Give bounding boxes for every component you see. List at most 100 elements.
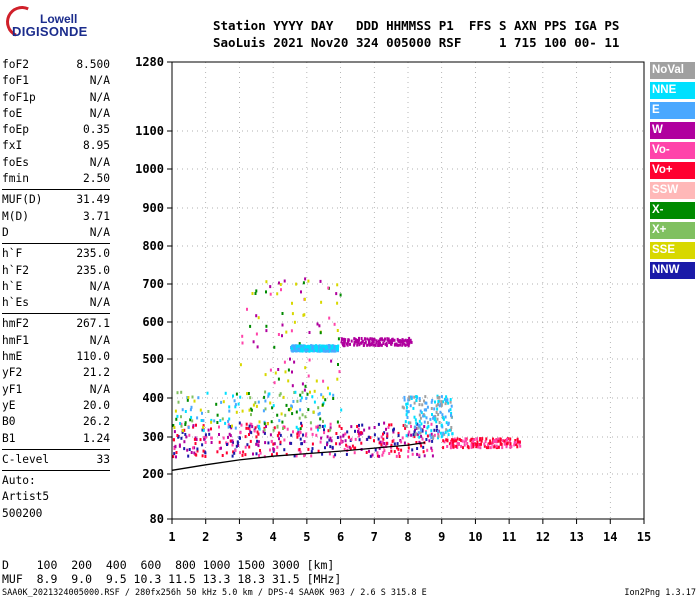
echo-dot [433, 428, 436, 432]
echo-dot [360, 341, 363, 345]
echo-dot [310, 454, 313, 458]
echo-dot [325, 346, 327, 350]
echo-dot [229, 434, 232, 438]
echo-dot [298, 347, 301, 351]
echo-dot [339, 435, 342, 439]
echo-dot [304, 434, 307, 438]
echo-dot [300, 442, 303, 446]
echo-dot [446, 445, 449, 448]
echo-dot [421, 403, 424, 407]
echo-dot [346, 445, 349, 449]
echo-dot [242, 450, 245, 454]
echo-dot [173, 430, 176, 434]
echo-dot [364, 337, 367, 341]
echo-dot [258, 420, 261, 424]
echo-dot [272, 449, 275, 453]
echo-dot [299, 450, 302, 454]
echo-dot [439, 402, 442, 406]
echo-dot [397, 447, 400, 451]
echo-dot [304, 415, 307, 419]
echo-dot [323, 428, 325, 432]
echo-dot [310, 427, 313, 431]
echo-dot [300, 396, 303, 400]
param-name: h`F2 [2, 263, 29, 277]
echo-dot [293, 454, 296, 458]
echo-dot [437, 403, 439, 406]
echo-dot [426, 434, 429, 438]
echo-dot [259, 451, 262, 455]
echo-dot [248, 427, 251, 431]
echo-dot [373, 426, 376, 429]
echo-dot [503, 442, 506, 446]
echo-dot [185, 435, 188, 439]
x-tick-label: 5 [303, 530, 310, 544]
echo-dot [183, 447, 186, 451]
echo-dot [318, 426, 321, 429]
echo-dot [285, 403, 288, 407]
echo-dot [340, 427, 343, 430]
echo-dot [285, 452, 288, 456]
echo-dot [283, 279, 286, 283]
echo-dot [180, 390, 183, 394]
echo-dot [393, 427, 395, 431]
echo-dot [307, 374, 310, 378]
echo-dot [306, 392, 309, 396]
echo-dot [283, 438, 286, 442]
echo-dot [317, 406, 320, 410]
echo-dot [473, 438, 476, 441]
echo-dot [450, 411, 453, 415]
echo-dot [429, 417, 432, 421]
echo-dot [371, 453, 374, 457]
echo-dot [354, 437, 357, 441]
echo-dot [284, 413, 287, 417]
echo-dot [319, 279, 322, 283]
echo-dot [279, 440, 282, 444]
echo-dot [310, 450, 313, 454]
echo-dot [382, 451, 385, 455]
echo-dot [255, 332, 258, 336]
param-name: h`E [2, 279, 23, 293]
echo-dot [298, 433, 301, 437]
echo-dot [426, 448, 429, 452]
echo-dot [291, 312, 294, 316]
param-name: foF1 [2, 74, 29, 88]
echo-dot [480, 439, 483, 443]
echo-dot [408, 336, 411, 340]
echo-dot [314, 344, 317, 348]
params-group-muf: MUF(D) 31.49 M(D) 3.71 D N/A [2, 192, 110, 241]
echo-dot [437, 434, 440, 438]
echo-dot [299, 431, 302, 435]
param-row: h`E N/A [2, 279, 110, 295]
echo-dot [251, 425, 254, 429]
echo-dot [383, 442, 386, 445]
echo-dot [283, 448, 286, 452]
echo-dot [462, 446, 464, 450]
echo-dot [375, 341, 378, 345]
echo-dot [383, 339, 386, 343]
echo-dot [383, 431, 386, 435]
echo-dot [201, 428, 204, 432]
echo-dot [266, 422, 269, 426]
echo-dot [451, 432, 454, 436]
echo-dot [463, 440, 466, 444]
echo-dot [283, 360, 286, 364]
echo-dot [327, 386, 329, 390]
echo-dot [440, 435, 443, 439]
echo-dot [304, 384, 307, 388]
echo-dot [330, 349, 333, 353]
echo-dot [497, 445, 500, 449]
echo-dot [433, 433, 436, 437]
echo-dot [405, 339, 408, 343]
echo-dot [426, 405, 429, 409]
echo-dot [310, 348, 313, 352]
echo-dot [241, 453, 244, 457]
echo-dot [440, 403, 443, 407]
echo-dot [340, 439, 343, 443]
echo-dot [358, 343, 361, 347]
echo-dot [264, 373, 267, 377]
echo-dot [366, 343, 369, 347]
param-row: foEs N/A [2, 155, 110, 171]
echo-dot [450, 415, 453, 419]
param-name: C-level [2, 452, 50, 466]
echo-dot [446, 398, 449, 402]
